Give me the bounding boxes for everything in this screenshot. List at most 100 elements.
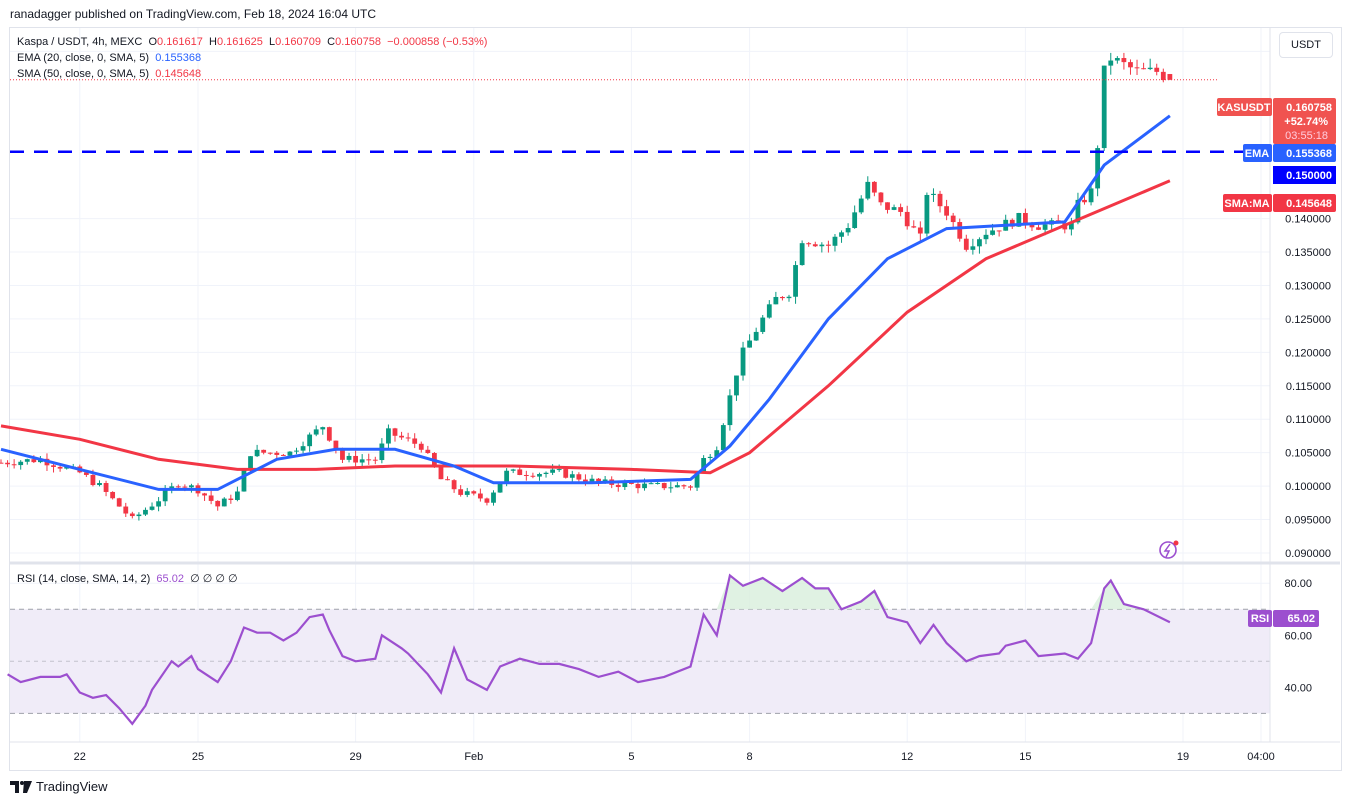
candle-body — [839, 232, 844, 237]
candle-body — [523, 474, 529, 476]
candle-body — [386, 428, 391, 444]
candle-body — [576, 474, 582, 480]
candle — [366, 453, 372, 465]
sma-legend[interactable]: SMA (50, close, 0, SMA, 5) 0.145648 — [17, 68, 202, 80]
candle-body — [451, 480, 457, 490]
candle-body — [924, 194, 930, 234]
candle-body — [937, 193, 943, 207]
candle-body — [517, 469, 523, 475]
candle — [793, 261, 798, 304]
candle — [970, 238, 976, 255]
candle — [1101, 65, 1107, 151]
candle — [977, 237, 982, 254]
candle — [235, 486, 240, 502]
candle — [1160, 68, 1166, 83]
tradingview-logo[interactable]: TradingView — [10, 779, 108, 794]
candle — [412, 433, 418, 449]
candle — [806, 242, 812, 247]
candle-body — [1023, 212, 1028, 224]
candle-body — [819, 244, 825, 247]
candle — [688, 485, 693, 491]
candle — [156, 497, 161, 512]
candle-body — [399, 435, 404, 438]
candle-body — [786, 296, 792, 299]
candle-body — [878, 192, 884, 203]
currency-button[interactable]: USDT — [1279, 32, 1333, 58]
candle-body — [740, 347, 746, 376]
candle — [333, 440, 339, 454]
candle-body — [589, 478, 595, 483]
candle-body — [1101, 65, 1107, 149]
candle-body — [780, 296, 785, 299]
rsi-legend[interactable]: RSI (14, close, SMA, 14, 2) 65.02 ∅ ∅ ∅ … — [17, 573, 238, 585]
level-tag: 0.150000 — [1273, 166, 1336, 184]
candle-body — [832, 236, 838, 246]
candle-body — [313, 429, 319, 435]
candle-body — [143, 509, 148, 515]
candle — [202, 492, 207, 501]
candle-body — [149, 506, 155, 510]
candle — [1128, 59, 1133, 75]
candle — [254, 444, 260, 458]
candle-body — [1160, 71, 1166, 81]
candle — [458, 485, 464, 497]
candle-body — [845, 228, 851, 233]
candle-body — [635, 483, 641, 489]
candle-body — [747, 340, 752, 348]
chart-frame — [9, 27, 1342, 771]
tradingview-logo-icon — [10, 780, 32, 793]
candle — [734, 375, 739, 401]
candle — [221, 497, 227, 507]
candle-body — [24, 459, 30, 462]
candle-body — [799, 243, 805, 266]
candle-body — [294, 450, 299, 452]
price-tick-label: 0.140000 — [1285, 214, 1331, 226]
candle-body — [1088, 188, 1094, 203]
candle — [891, 204, 897, 211]
svg-text:0.145648: 0.145648 — [1286, 198, 1332, 210]
candle — [799, 240, 805, 266]
candle — [937, 190, 943, 213]
candle — [537, 472, 542, 481]
candle — [425, 445, 431, 454]
candle-body — [189, 485, 194, 488]
candle — [1082, 194, 1087, 205]
candle — [911, 220, 917, 229]
price-tick-label: 0.135000 — [1285, 247, 1331, 259]
candle-body — [1121, 58, 1127, 63]
alert-icon[interactable] — [1159, 540, 1179, 559]
candle-body — [1068, 222, 1074, 230]
candle — [359, 454, 365, 467]
candle — [497, 482, 503, 493]
candle — [996, 230, 1002, 237]
candle-body — [287, 451, 293, 456]
price-tick-label: 0.120000 — [1285, 347, 1331, 359]
candle-body — [674, 485, 680, 488]
candle-body — [990, 230, 995, 235]
candle — [326, 426, 332, 442]
candle — [773, 291, 779, 305]
candle — [313, 425, 319, 437]
candle — [885, 202, 890, 214]
candle-body — [871, 181, 877, 193]
date-tick-label: 12 — [901, 751, 913, 763]
candle-body — [241, 470, 247, 492]
candle-body — [235, 491, 240, 500]
candle-body — [858, 198, 864, 213]
candle — [720, 423, 726, 453]
candle-body — [615, 484, 621, 488]
candle-body — [477, 493, 483, 499]
candle — [635, 481, 641, 494]
rsi-tick-label: 60.00 — [1284, 630, 1312, 642]
candle-body — [1114, 58, 1120, 61]
price-tick-label: 0.110000 — [1286, 414, 1331, 426]
candle-body — [340, 449, 345, 460]
candle-body — [681, 485, 687, 487]
ema-legend[interactable]: EMA (20, close, 0, SMA, 5) 0.155368 — [17, 52, 202, 64]
symbol-legend: Kaspa / USDT, 4h, MEXC O0.161617 H0.1616… — [17, 36, 488, 48]
candle — [149, 502, 155, 511]
candle-body — [5, 462, 10, 465]
candle — [484, 497, 490, 506]
candle-body — [1082, 199, 1087, 203]
